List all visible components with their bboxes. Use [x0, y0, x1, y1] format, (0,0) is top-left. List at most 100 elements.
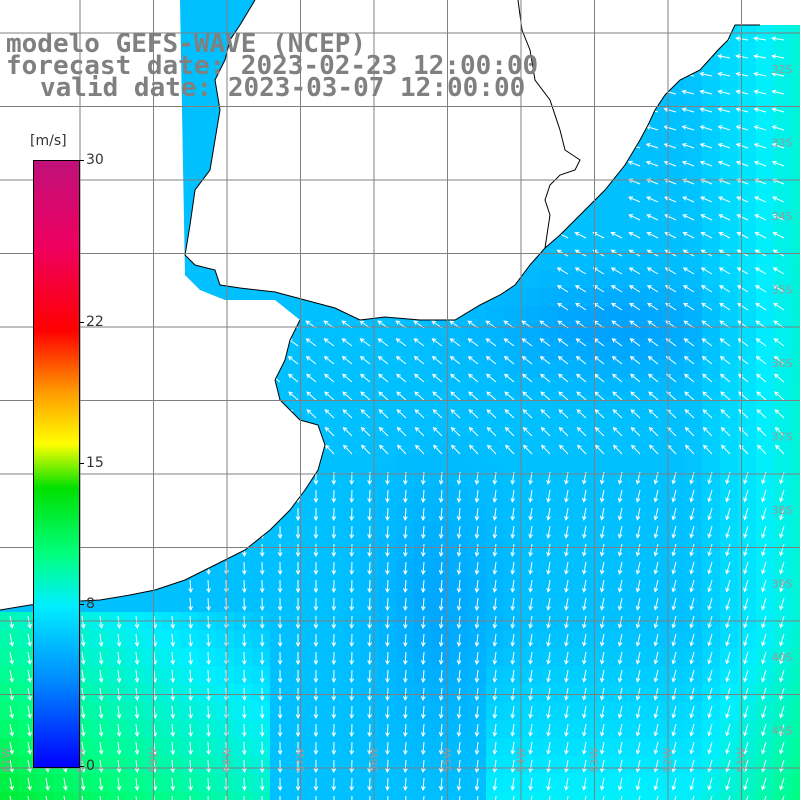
field-cell [756, 504, 774, 522]
field-cell [576, 360, 594, 378]
wind-arrow [259, 597, 265, 612]
wind-arrow [403, 615, 408, 630]
wind-arrow [701, 302, 713, 311]
wind-arrow [81, 795, 84, 800]
field-cell [342, 684, 360, 702]
wind-arrow [9, 687, 14, 701]
wind-arrow [116, 777, 122, 791]
field-cell [324, 594, 342, 612]
field-cell [774, 504, 792, 522]
wind-arrow [635, 633, 641, 647]
wind-arrow [582, 525, 587, 539]
wind-arrow [474, 507, 480, 521]
wind-arrow [27, 687, 32, 701]
field-cell [324, 684, 342, 702]
wind-arrow [241, 507, 247, 522]
wind-arrow [663, 71, 677, 77]
wind-arrow [546, 741, 551, 755]
wind-arrow [671, 705, 677, 719]
field-cell [486, 450, 504, 468]
field-cell [378, 468, 396, 486]
field-cell [738, 180, 756, 198]
field-cell [774, 162, 792, 180]
wind-arrow [277, 561, 283, 576]
wind-arrow [635, 741, 641, 755]
field-cell [270, 594, 288, 612]
wind-arrow [681, 142, 695, 149]
wind-arrow [492, 723, 498, 737]
wind-arrow [378, 444, 389, 455]
wind-arrow [438, 525, 444, 539]
field-cell [414, 666, 432, 684]
field-cell [720, 252, 738, 270]
wind-arrow [725, 615, 731, 629]
wind-arrow [503, 373, 515, 383]
field-cell [72, 702, 90, 720]
wind-arrow [474, 561, 480, 575]
longitude-labels: 61W 60W 59W 58W 57W 56W 55W 54W 53W 52W 51W [0, 747, 748, 772]
wind-arrow [349, 615, 355, 630]
field-cell [702, 360, 720, 378]
field-cell [252, 540, 270, 558]
field-cell [324, 342, 342, 360]
wind-arrow [627, 71, 641, 77]
field-cell [774, 522, 792, 540]
wind-arrow [234, 409, 245, 419]
field-cell [432, 360, 450, 378]
wind-arrow [206, 651, 211, 666]
wind-arrow [735, 89, 749, 95]
field-cell [756, 198, 774, 216]
field-cell [36, 666, 54, 684]
wind-arrow [170, 777, 176, 791]
wind-arrow [689, 633, 695, 647]
field-cell [54, 756, 72, 774]
field-cell [90, 738, 108, 756]
field-cell [396, 684, 414, 702]
wind-arrow [736, 196, 749, 203]
wind-arrow [170, 687, 176, 701]
wind-arrow [546, 687, 551, 701]
wind-arrow [206, 687, 211, 702]
field-cell [540, 450, 558, 468]
wind-arrow [522, 409, 533, 419]
wind-arrow [403, 759, 408, 774]
field-cell [558, 414, 576, 432]
field-cell [306, 792, 324, 800]
wind-arrow [646, 214, 659, 221]
field-cell [234, 630, 252, 648]
field-cell [558, 324, 576, 342]
field-cell [234, 792, 252, 800]
field-cell [792, 18, 800, 36]
field-cell [612, 198, 630, 216]
wind-arrow [699, 142, 713, 149]
field-cell [396, 414, 414, 432]
wind-arrow [653, 615, 659, 629]
field-cell [486, 378, 504, 396]
wind-arrow [420, 759, 426, 773]
wind-arrow [441, 795, 443, 800]
wind-arrow [635, 759, 641, 773]
wind-arrow [627, 89, 641, 95]
land-mask [0, 0, 800, 610]
field-cell [576, 270, 594, 288]
wind-arrow [546, 561, 551, 575]
field-cell [738, 144, 756, 162]
wind-arrow [546, 525, 551, 539]
wind-arrow [761, 741, 767, 755]
wind-arrow [628, 231, 641, 239]
field-cell [342, 540, 360, 558]
field-cell [648, 252, 666, 270]
wind-arrow [474, 687, 480, 701]
wind-arrow [663, 107, 677, 113]
wind-arrow [449, 373, 461, 383]
wind-arrow [735, 142, 749, 149]
field-cell [270, 558, 288, 576]
wind-arrow [510, 489, 516, 503]
wind-arrow [331, 669, 337, 684]
wind-arrow [582, 543, 587, 557]
wind-arrow [510, 525, 516, 539]
field-cell [558, 342, 576, 360]
wind-arrow [259, 579, 265, 594]
wind-arrow [492, 759, 498, 773]
field-cell [792, 126, 800, 144]
